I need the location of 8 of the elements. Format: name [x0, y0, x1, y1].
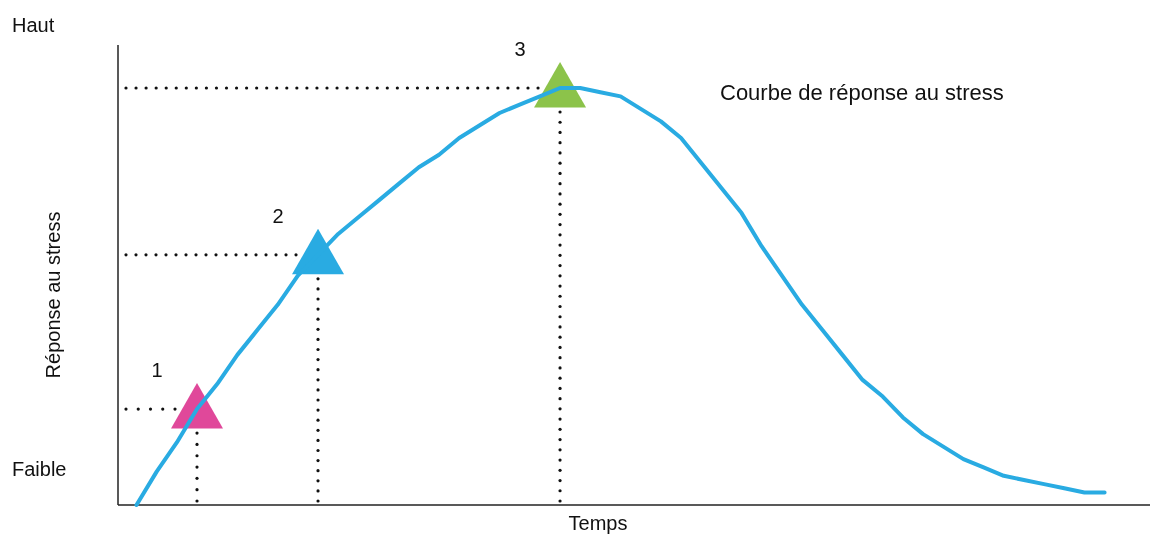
text: Haut [12, 14, 55, 36]
text: 3 [514, 38, 526, 60]
annotation: 1 [151, 359, 163, 382]
y-axis-title: Réponse au stress [42, 211, 64, 379]
annotation: 2 [272, 204, 284, 227]
chart-title: Courbe de réponse au stress [720, 80, 1004, 105]
text: Faible [12, 458, 67, 480]
x-axis-title: Temps [568, 512, 628, 534]
